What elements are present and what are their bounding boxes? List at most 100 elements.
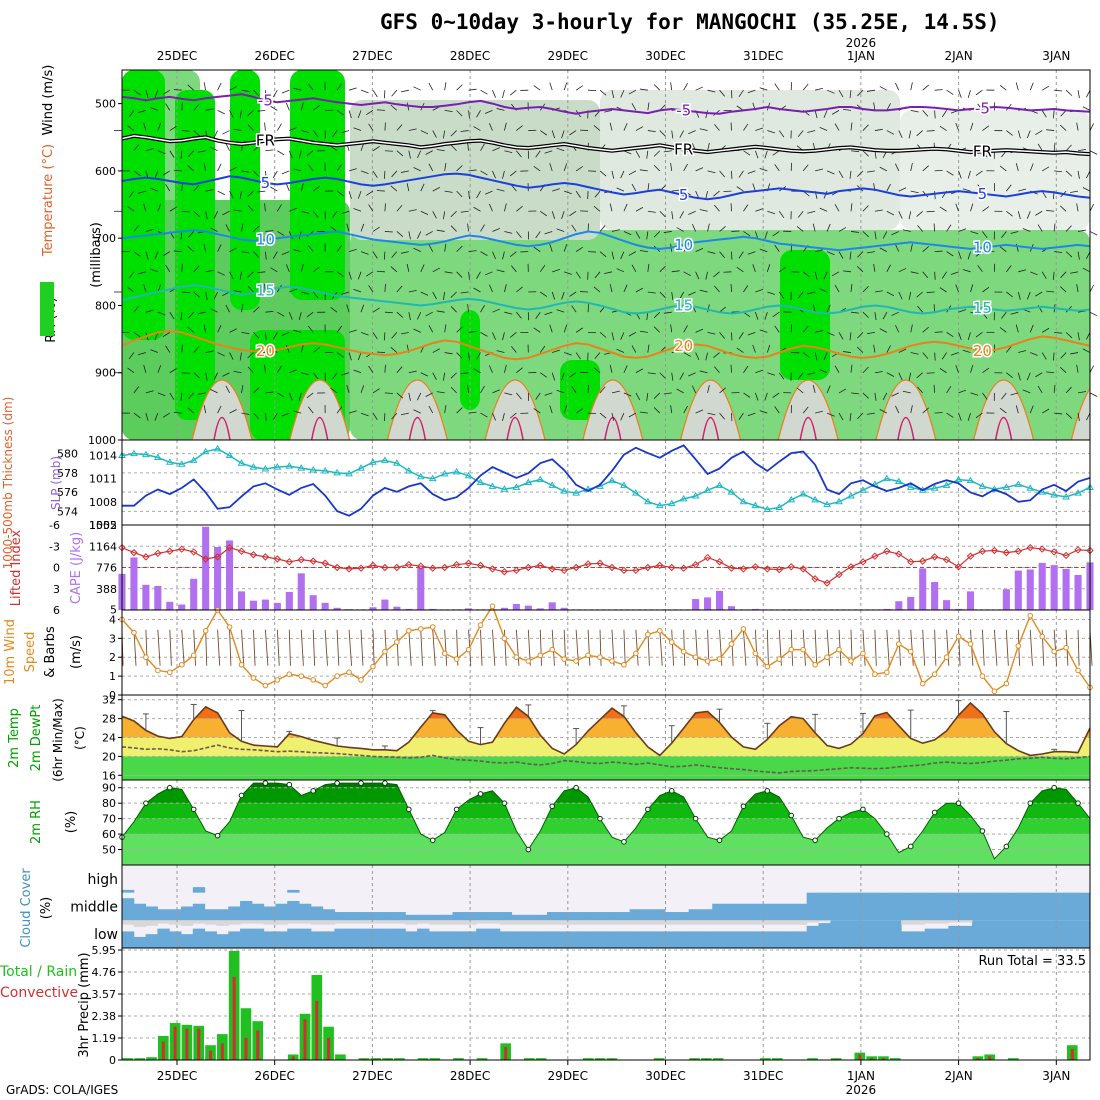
wind-barb — [738, 89, 744, 98]
lifted-index-marker — [357, 564, 365, 572]
wind-speed-marker — [812, 661, 818, 668]
cloud-cell-light — [960, 920, 973, 923]
wind-barb — [563, 324, 568, 333]
wind-barb — [383, 332, 386, 341]
cloud-cell — [877, 892, 890, 921]
rh-legend-swatch — [40, 282, 54, 336]
wind-barb — [193, 184, 200, 192]
wind-barb — [450, 144, 457, 152]
lifted-index-marker — [930, 553, 939, 561]
wind-barb — [679, 372, 685, 380]
lifted-index-marker — [787, 563, 795, 571]
wind-barb — [450, 130, 457, 137]
wind-barb — [670, 162, 673, 171]
rh-marker — [1003, 843, 1010, 850]
rh-marker — [238, 792, 245, 799]
lifted-index-tick-label: 6 — [53, 604, 60, 617]
wind-barb — [946, 412, 954, 418]
wind-speed-marker — [1003, 680, 1010, 687]
wind-barb — [425, 392, 433, 398]
surface-wind-barb — [731, 629, 734, 666]
thickness-tick-label: 578 — [57, 467, 78, 480]
surface-wind-barb — [169, 629, 172, 666]
surface-wind-barb — [659, 629, 663, 666]
wind-barb — [468, 352, 470, 361]
thickness-marker — [906, 483, 915, 490]
wind-barb — [492, 90, 496, 98]
cape-bar — [907, 596, 915, 610]
wind-barb — [599, 89, 607, 96]
wind-speed-marker — [525, 658, 532, 664]
lifted-index-marker — [1014, 547, 1023, 555]
wind-barb — [293, 87, 302, 91]
wind-barb — [815, 330, 823, 333]
chart-title: GFS 0~10day 3-hourly for MANGOCHI (35.25… — [380, 10, 1000, 34]
cloud-cell — [1030, 920, 1044, 948]
rh-band — [122, 787, 1090, 804]
wind-barb — [193, 130, 200, 137]
wind-barb — [958, 228, 967, 232]
lifted-index-marker — [942, 556, 951, 564]
wind-barb — [540, 210, 548, 217]
cape-bar — [273, 602, 281, 610]
cape-bar — [727, 606, 736, 610]
cloud-cell-light — [287, 920, 300, 924]
wind-barb — [293, 329, 302, 333]
wind-barb — [396, 366, 403, 373]
lifted-index-marker — [393, 563, 401, 572]
wind-barb — [975, 89, 983, 96]
wind-barb — [569, 210, 577, 217]
cloud-cell — [771, 931, 784, 948]
cloud-cell — [358, 928, 371, 948]
precip-convective-bar — [244, 1037, 248, 1060]
wind-barb — [1082, 187, 1091, 192]
cloud-cell — [275, 903, 288, 921]
wind-barb — [473, 206, 481, 212]
surface-wind-barb — [671, 629, 675, 666]
wind-barb — [420, 183, 425, 192]
cloud-cell — [393, 912, 406, 921]
wind-barb — [556, 389, 565, 394]
cloud-cell — [865, 920, 879, 948]
wind-barb — [631, 183, 637, 192]
wind-speed-marker — [501, 635, 508, 642]
wind-barb — [1077, 170, 1080, 179]
wind-barb — [910, 271, 919, 274]
wind-barb — [210, 389, 218, 394]
lifted-index-marker — [440, 563, 449, 572]
wind-barb — [683, 352, 691, 357]
wind-barb — [939, 287, 947, 293]
cape-bar — [536, 608, 544, 610]
cape-bar — [943, 600, 951, 610]
top-date-label: 25DEC — [157, 49, 197, 63]
rh-marker — [453, 806, 460, 813]
surface-wind-barb — [922, 629, 926, 666]
wind-barb — [958, 412, 962, 421]
cloud-cell — [712, 903, 725, 921]
surface-wind-barb — [826, 629, 831, 666]
wind-barb — [270, 186, 278, 192]
wind-barb — [561, 211, 565, 219]
rh-marker — [262, 780, 269, 786]
thickness-marker — [882, 474, 891, 482]
wind-barb — [713, 190, 720, 197]
wind-barb — [714, 204, 720, 212]
cape-bar — [465, 608, 473, 610]
cloud-cell — [1007, 892, 1020, 921]
wind-barb — [774, 164, 780, 172]
bottom-date-label: 3JAN — [1042, 1069, 1070, 1083]
wind-barb — [330, 387, 338, 394]
wind-barb — [826, 170, 835, 175]
cloud-cell — [747, 931, 760, 948]
wind-barb — [336, 352, 344, 358]
wind-barb — [593, 286, 601, 293]
wind-barb — [1065, 386, 1072, 394]
wind-barb — [504, 203, 507, 212]
thickness-marker — [213, 444, 222, 452]
wind-barb — [133, 412, 141, 419]
cloud-cell — [971, 892, 985, 921]
lifted-index-marker — [548, 565, 556, 573]
cloud-cell — [405, 914, 418, 921]
wind-barb — [257, 109, 266, 112]
wind-barb — [1086, 332, 1091, 340]
